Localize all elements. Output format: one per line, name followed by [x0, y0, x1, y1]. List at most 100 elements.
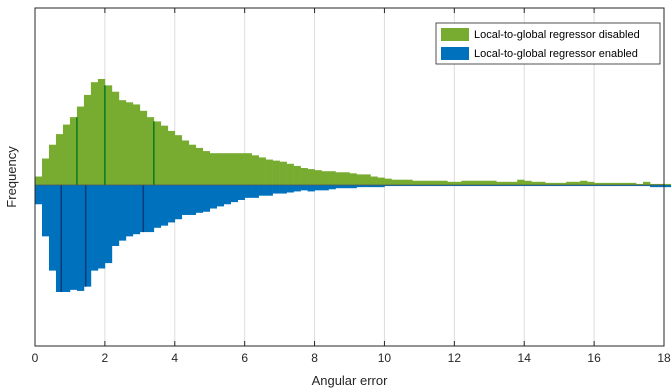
bar-enabled-4 [62, 185, 71, 292]
bar-disabled-81 [601, 182, 609, 185]
bar-enabled-39 [307, 185, 315, 192]
bar-enabled-37 [293, 185, 301, 192]
bar-disabled-74 [552, 182, 560, 185]
bar-enabled-6 [76, 185, 85, 291]
bar-disabled-68 [510, 181, 518, 185]
bar-enabled-10 [104, 185, 113, 264]
legend: Local-to-global regressor disabled Local… [435, 22, 661, 65]
bar-disabled-51 [391, 179, 399, 185]
bar-disabled-37 [293, 165, 301, 185]
bar-disabled-55 [419, 180, 427, 185]
x-tick-label-5: 10 [378, 351, 392, 365]
bar-disabled-28 [230, 153, 238, 185]
bar-enabled-0 [35, 185, 43, 205]
bar-enabled-8 [90, 185, 99, 271]
bar-enabled-44 [342, 185, 350, 189]
bar-enabled-68 [510, 185, 518, 187]
bar-disabled-69 [517, 179, 525, 185]
bar-disabled-61 [461, 180, 469, 185]
bar-enabled-33 [265, 185, 273, 196]
bar-enabled-83 [615, 185, 623, 187]
bar-enabled-75 [559, 185, 567, 187]
bar-enabled-85 [629, 185, 637, 187]
x-tick-label-7: 14 [518, 351, 532, 365]
bar-disabled-6 [76, 106, 85, 185]
bar-disabled-14 [132, 104, 141, 185]
bar-enabled-27 [223, 185, 231, 205]
bar-enabled-79 [587, 185, 595, 187]
bar-disabled-45 [349, 173, 357, 185]
bar-enabled-90 [664, 185, 671, 188]
bar-disabled-12 [118, 100, 127, 185]
bar-enabled-76 [566, 185, 574, 187]
bar-disabled-80 [594, 182, 602, 185]
x-tick-label-2: 4 [171, 351, 178, 365]
bar-enabled-1 [41, 185, 50, 237]
bar-enabled-3 [55, 185, 64, 292]
bar-disabled-53 [405, 179, 413, 185]
bar-enabled-16 [146, 185, 155, 233]
bar-enabled-41 [321, 185, 329, 191]
bar-disabled-75 [559, 182, 567, 185]
bar-disabled-26 [216, 153, 224, 185]
bar-enabled-57 [433, 185, 441, 187]
bar-enabled-28 [230, 185, 238, 203]
x-tick-label-8: 16 [587, 351, 601, 365]
bar-enabled-62 [468, 185, 476, 187]
bar-enabled-59 [447, 185, 455, 187]
bar-enabled-64 [482, 185, 490, 187]
bar-disabled-13 [125, 102, 134, 185]
bar-enabled-29 [237, 185, 245, 200]
bar-disabled-57 [433, 180, 441, 185]
bar-disabled-87 [643, 181, 651, 185]
x-axis-label: Angular error [312, 373, 389, 388]
bar-disabled-5 [69, 117, 78, 185]
bar-enabled-14 [132, 185, 141, 235]
bar-disabled-23 [195, 147, 204, 185]
bar-enabled-49 [377, 185, 385, 188]
bar-disabled-48 [370, 176, 378, 185]
bar-disabled-31 [251, 155, 259, 185]
bar-disabled-72 [538, 181, 546, 185]
bar-enabled-23 [195, 185, 204, 213]
bar-disabled-64 [482, 180, 490, 185]
x-tick-label-0: 0 [32, 351, 39, 365]
bar-enabled-69 [517, 185, 525, 187]
bar-enabled-22 [188, 185, 197, 215]
x-tick-label-9: 18 [657, 351, 671, 365]
bar-disabled-56 [426, 180, 434, 185]
bar-disabled-59 [447, 181, 455, 185]
bar-enabled-38 [300, 185, 308, 191]
bar-disabled-78 [580, 180, 588, 185]
bar-enabled-66 [496, 185, 504, 187]
bar-disabled-49 [377, 177, 385, 185]
bar-enabled-77 [573, 185, 581, 187]
bar-disabled-2 [48, 144, 57, 185]
bar-enabled-61 [461, 185, 469, 187]
bar-enabled-36 [286, 185, 294, 193]
bar-disabled-19 [167, 130, 176, 185]
bar-enabled-71 [531, 185, 539, 187]
bars [35, 79, 671, 292]
bar-disabled-86 [636, 183, 644, 185]
bar-disabled-77 [573, 181, 581, 185]
bar-enabled-2 [48, 185, 57, 271]
legend-box [435, 22, 661, 65]
bar-enabled-50 [384, 185, 392, 187]
bar-disabled-16 [146, 117, 155, 185]
bar-disabled-18 [160, 125, 169, 185]
bar-disabled-8 [90, 82, 99, 185]
bar-enabled-89 [657, 185, 665, 188]
bar-disabled-22 [188, 144, 197, 185]
bar-enabled-52 [398, 185, 406, 187]
bar-enabled-12 [118, 185, 127, 241]
bar-enabled-11 [111, 185, 120, 246]
bar-disabled-30 [244, 153, 252, 185]
bar-disabled-11 [111, 91, 120, 185]
legend-label-enabled: Local-to-global regressor enabled [474, 48, 638, 60]
x-tick-label-6: 12 [448, 351, 462, 365]
bar-enabled-67 [503, 185, 511, 187]
x-ticks: 0 2 4 6 8 10 12 14 16 18 [32, 8, 671, 365]
bar-enabled-88 [650, 185, 658, 188]
